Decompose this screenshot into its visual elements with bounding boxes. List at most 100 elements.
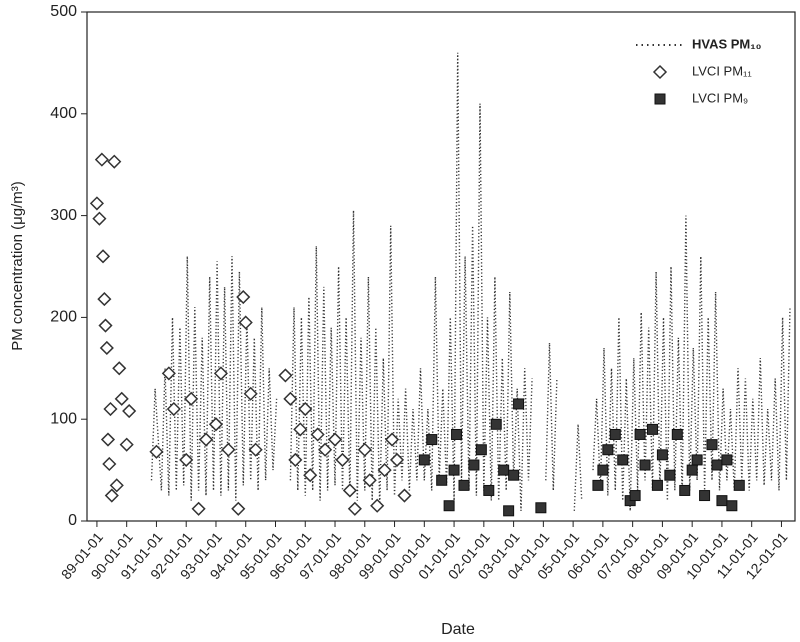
diamond-marker (389, 452, 405, 467)
diamond-marker (191, 501, 206, 516)
square-marker (592, 479, 604, 491)
square-marker (664, 469, 676, 481)
diamond-marker (221, 442, 236, 457)
diamond-marker (103, 401, 118, 417)
square-marker (651, 479, 663, 491)
diamond-marker (283, 391, 298, 406)
legend-entry: HVAS PM₁₀ (636, 36, 762, 51)
square-marker (475, 444, 487, 456)
square-marker (716, 495, 728, 507)
diamond-marker (385, 432, 400, 447)
square-marker (699, 490, 711, 502)
diamond-marker (179, 452, 194, 467)
square-marker (535, 502, 547, 514)
diamond-marker (97, 292, 112, 307)
diamond-marker (198, 432, 214, 447)
diamond-marker (370, 498, 385, 513)
diamond-marker (89, 196, 104, 211)
square-marker (711, 459, 723, 471)
square-marker (721, 454, 733, 466)
y-axis-label: PM concentration (μg/m³) (9, 181, 26, 351)
legend-entry: LVCI PM₁₁ (652, 63, 752, 80)
legend-label: HVAS PM₁₀ (692, 36, 762, 51)
diamond-marker (102, 456, 117, 472)
diamond-marker (94, 152, 109, 167)
diamond-marker (397, 488, 412, 503)
diamond-marker (213, 366, 228, 381)
diamond-marker (149, 444, 164, 459)
diamond-marker (104, 488, 119, 503)
diamond-marker (98, 318, 113, 333)
square-marker (671, 428, 683, 440)
square-marker (436, 474, 448, 486)
diamond-marker (92, 211, 107, 226)
square-marker (634, 428, 646, 440)
square-marker (597, 464, 609, 476)
square-marker (602, 444, 614, 456)
square-marker (418, 454, 430, 466)
diamond-marker (303, 468, 318, 483)
diamond-marker (100, 432, 116, 447)
diamond-marker (161, 366, 176, 381)
plot-frame (86, 11, 796, 522)
square-marker (468, 459, 480, 471)
diamond-marker (238, 315, 253, 330)
diamond-marker (119, 437, 134, 452)
diamond-marker (298, 401, 313, 417)
square-marker (639, 459, 651, 471)
square-marker (498, 464, 510, 476)
diamond-marker (362, 473, 377, 488)
square-marker (617, 454, 629, 466)
diamond-marker (166, 401, 181, 417)
square-marker (448, 464, 460, 476)
square-marker (686, 464, 698, 476)
square-marker (691, 454, 703, 466)
diamond-marker (347, 501, 362, 516)
diamond-marker (342, 483, 357, 498)
diamond-marker (95, 249, 111, 264)
square-marker (679, 484, 691, 496)
y-tick-label: 400 (50, 105, 77, 122)
legend-swatch (652, 64, 668, 80)
diamond-marker (327, 432, 343, 447)
y-tick-label: 200 (50, 309, 77, 326)
diamond-marker (236, 289, 251, 305)
diamond-marker (357, 442, 372, 457)
square-marker (646, 423, 658, 435)
diamond-marker (109, 478, 124, 493)
diamond-marker (310, 427, 325, 442)
square-marker (483, 484, 495, 496)
legend-swatch (654, 93, 666, 105)
diamond-marker (318, 442, 333, 457)
x-axis-label: Date (441, 621, 475, 638)
diamond-marker (114, 391, 129, 406)
diamond-marker (377, 463, 392, 478)
diamond-marker (184, 391, 199, 406)
diamond-marker (122, 403, 137, 419)
y-tick-label: 0 (68, 512, 77, 529)
diamond-marker (231, 501, 246, 516)
legend-label: LVCI PM₁₁ (692, 63, 752, 78)
square-marker (426, 434, 438, 446)
square-marker (503, 505, 515, 517)
square-marker (733, 479, 745, 491)
y-tick-label: 300 (50, 207, 77, 224)
y-tick-label: 100 (50, 410, 77, 427)
square-marker (508, 469, 520, 481)
diamond-marker (288, 452, 303, 467)
pm10-line (150, 52, 791, 511)
square-marker (490, 418, 502, 430)
diamond-marker (208, 417, 224, 432)
square-marker (458, 479, 470, 491)
diamond-marker (248, 442, 263, 457)
square-marker (609, 428, 621, 440)
diamond-marker (335, 452, 350, 467)
square-marker (706, 439, 718, 451)
square-marker (629, 490, 641, 502)
legend-entry: LVCI PM₉ (654, 90, 748, 105)
diamond-marker (278, 368, 293, 383)
diamond-marker (112, 361, 127, 376)
square-marker (443, 500, 455, 512)
y-tick-label: 500 (50, 3, 77, 20)
